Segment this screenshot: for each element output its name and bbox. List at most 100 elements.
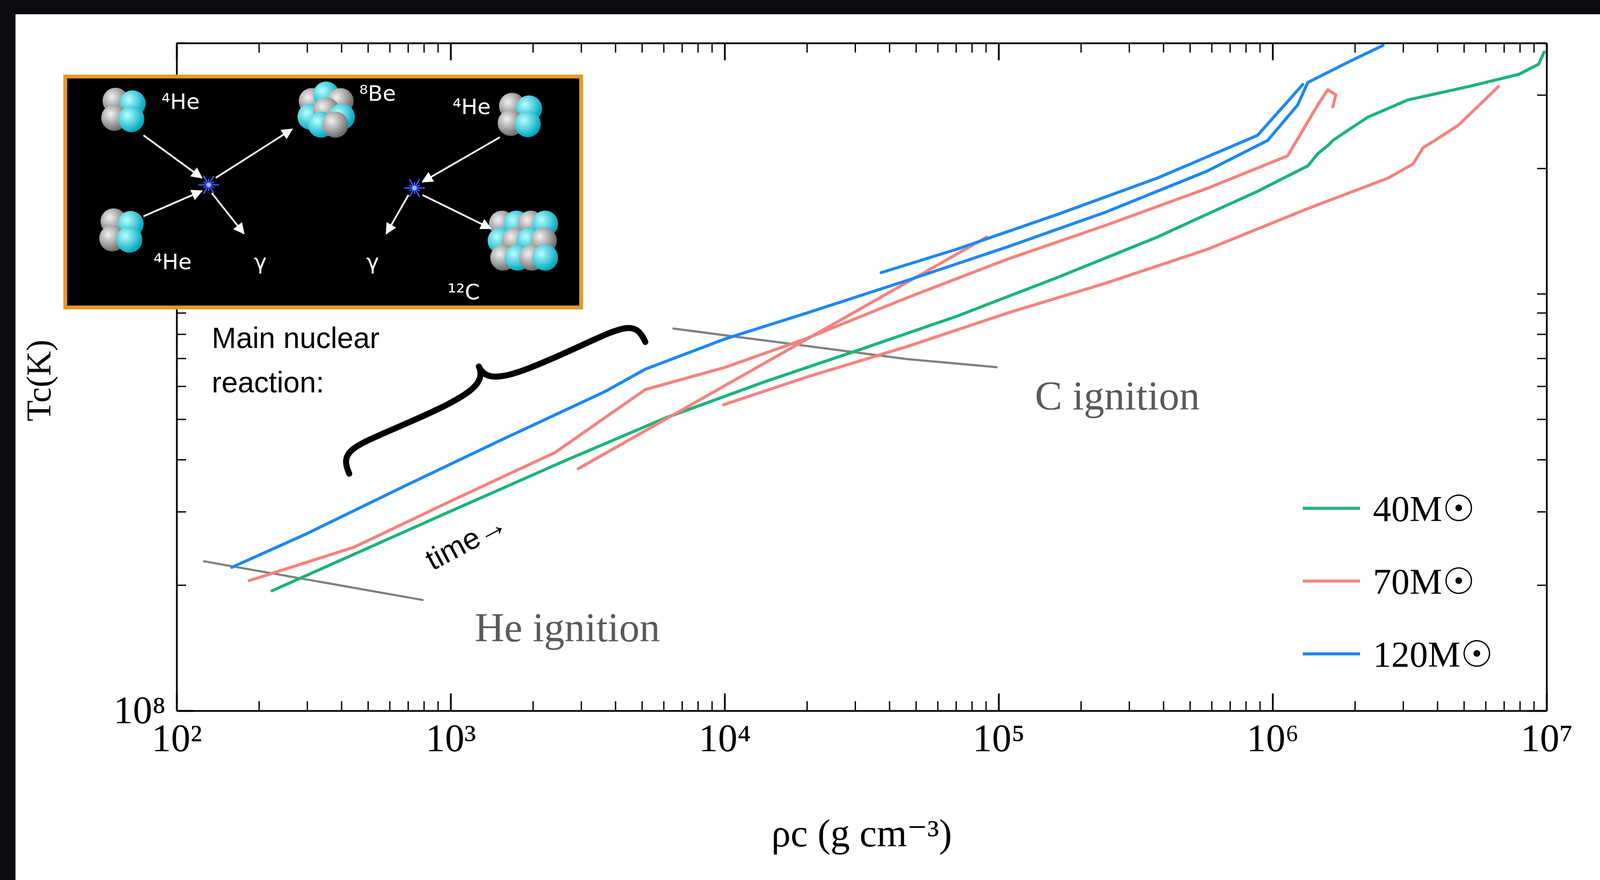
x-minor-tick <box>1259 701 1261 711</box>
y-minor-tick <box>176 459 187 461</box>
interaction-star <box>409 188 414 191</box>
x-minor-tick <box>1402 43 1404 53</box>
legend-label: 70M☉ <box>1372 561 1476 602</box>
x-minor-tick <box>955 701 957 711</box>
x-minor-tick <box>423 43 425 53</box>
x-minor-tick <box>1189 701 1191 711</box>
x-minor-tick <box>1533 43 1535 53</box>
interaction-star <box>416 187 425 189</box>
y-right-tick <box>1529 710 1547 713</box>
x-minor-tick <box>407 43 409 53</box>
x-tick-group: 10⁵ <box>972 693 1025 760</box>
x-minor-tick <box>306 43 309 53</box>
x-minor-tick <box>936 43 939 53</box>
x-minor-tick <box>1519 43 1521 53</box>
y-minor-tick <box>1537 293 1547 295</box>
x-tick <box>1272 693 1274 711</box>
x-minor-tick <box>663 43 665 53</box>
y-minor-tick <box>176 385 187 388</box>
nucleon <box>514 111 542 138</box>
inset-label: ⁴He <box>161 89 200 115</box>
y-minor-tick <box>1537 459 1547 461</box>
inset-label: γ <box>253 249 267 275</box>
y-minor-tick <box>1537 312 1547 314</box>
x-minor-tick <box>1080 701 1082 711</box>
inset-label: ⁴He <box>452 94 491 120</box>
inset-label: ⁴He <box>153 249 192 275</box>
x-minor-tick <box>407 701 409 711</box>
x-minor-tick <box>1189 43 1191 53</box>
x-tick-label: 10³ <box>425 716 477 760</box>
x-minor-tick <box>1436 43 1439 53</box>
reference-label: C ignition <box>1034 373 1200 419</box>
y-minor-tick <box>1537 418 1547 421</box>
y-minor-tick <box>1537 584 1547 586</box>
x-minor-tick <box>955 43 957 53</box>
x-minor-tick <box>1210 701 1213 711</box>
nucleon <box>116 226 143 253</box>
x-minor-tick <box>1533 701 1535 711</box>
x-minor-tick <box>1210 43 1213 53</box>
x-tick-group: 10³ <box>425 693 477 760</box>
x-minor-tick <box>1354 43 1356 53</box>
x-minor-tick <box>806 701 808 711</box>
x-minor-tick <box>697 43 699 53</box>
x-minor-tick <box>306 701 309 711</box>
y-minor-tick <box>1537 94 1547 96</box>
x-top-tick-group <box>998 43 1000 61</box>
interaction-star <box>203 176 209 184</box>
x-minor-tick <box>1128 43 1130 53</box>
y-tick-label: 10⁸ <box>113 688 166 732</box>
x-top-tick <box>998 43 1000 61</box>
x-minor-tick <box>258 43 260 53</box>
x-minor-tick <box>340 701 343 711</box>
x-minor-tick <box>915 701 917 711</box>
x-minor-tick <box>367 43 369 53</box>
y-minor-tick <box>176 357 187 360</box>
interaction-star <box>209 186 215 194</box>
x-minor-tick <box>985 43 987 53</box>
reference-label: He ignition <box>474 604 660 651</box>
interaction-star <box>409 179 414 187</box>
nucleon <box>118 105 145 133</box>
y-axis-title: Tc(K) <box>19 339 59 422</box>
arrow <box>215 129 293 178</box>
x-top-tick-group <box>1272 43 1274 61</box>
legend-swatch <box>1302 579 1361 583</box>
interaction-star <box>203 185 208 188</box>
x-minor-tick <box>915 43 917 53</box>
y-minor-tick <box>176 42 187 44</box>
page-background <box>0 0 1600 880</box>
x-minor-tick <box>1245 701 1247 711</box>
x-minor-tick <box>697 701 699 711</box>
arrow <box>422 195 491 229</box>
y-right-axis <box>1529 43 1548 712</box>
y-minor-tick <box>1537 42 1547 44</box>
x-minor-tick <box>1354 701 1356 711</box>
x-minor-tick <box>1245 43 1247 53</box>
x-top-tick-group <box>724 43 726 61</box>
y-minor-tick <box>176 418 187 421</box>
x-minor-tick <box>258 701 260 711</box>
x-minor-tick <box>971 43 973 53</box>
y-tick <box>176 710 194 713</box>
x-minor-tick <box>532 43 534 53</box>
x-minor-tick <box>854 43 857 53</box>
x-top-axis-line <box>177 42 1548 45</box>
interaction-star <box>414 189 416 194</box>
x-minor-tick <box>888 43 891 53</box>
reaction-annotation: Main nuclear <box>211 321 380 355</box>
x-minor-tick <box>389 701 391 711</box>
x-minor-tick <box>985 701 987 711</box>
x-minor-tick <box>936 701 939 711</box>
x-minor-tick <box>854 701 857 711</box>
y-minor-tick <box>176 312 187 314</box>
x-minor-tick <box>1463 43 1465 53</box>
x-tick <box>450 693 452 711</box>
legend: 40M☉70M☉120M☉ <box>1302 488 1494 675</box>
x-tick-label: 10⁶ <box>1246 716 1299 760</box>
x-minor-tick <box>1519 701 1521 711</box>
x-tick-group: 10⁶ <box>1246 693 1299 760</box>
legend-label: 120M☉ <box>1372 634 1494 675</box>
x-minor-tick <box>1484 43 1487 53</box>
